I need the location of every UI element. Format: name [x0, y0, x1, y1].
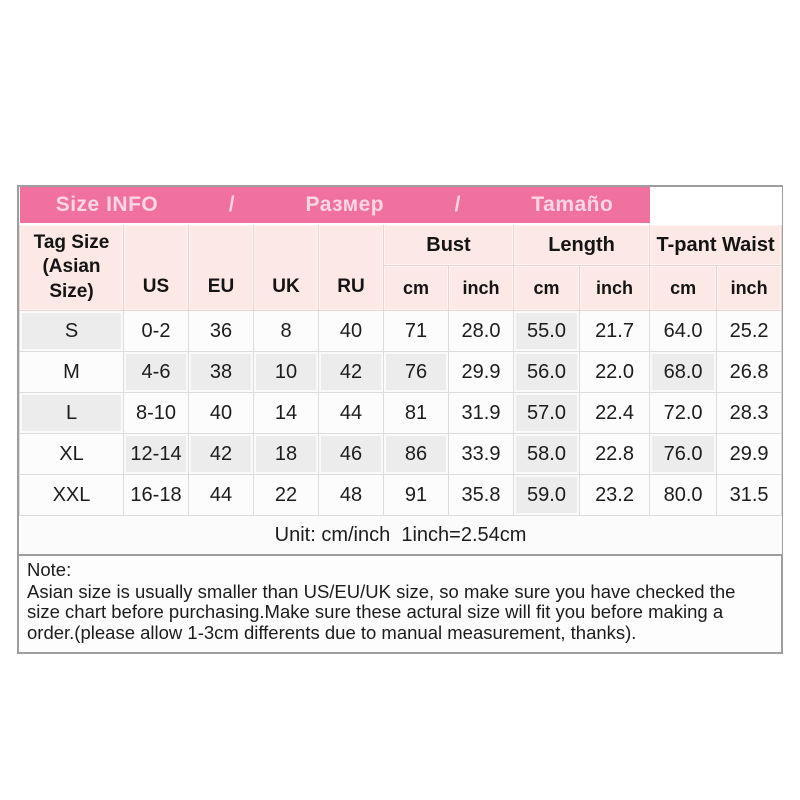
col-header-us: US	[123, 223, 189, 311]
size-tag-cell: L	[19, 392, 124, 434]
value-cell: 33.9	[448, 433, 514, 475]
value-cell: 28.0	[448, 310, 514, 352]
unit-header-waist-cm: cm	[649, 265, 718, 311]
col-header-bust: Bust	[383, 223, 514, 266]
value-cell: 21.7	[578, 310, 651, 352]
value-cell: 40	[188, 392, 254, 434]
value-cell: 29.9	[448, 351, 514, 393]
value-cell: 8	[253, 310, 319, 352]
size-tag-cell: XXL	[19, 474, 124, 516]
value-cell: 46	[318, 433, 384, 475]
value-cell: 80.0	[649, 474, 718, 516]
value-cell: 22	[253, 474, 319, 516]
title-size-info: Size INFO	[55, 193, 159, 216]
title-bar-corner	[649, 187, 782, 225]
value-cell: 18	[253, 433, 319, 475]
table-row: XL 12-14 42 18 46 86 33.9 58.0 22.8 76.0 29.9	[19, 433, 783, 475]
value-cell: 76.0	[649, 433, 718, 475]
value-cell: 28.3	[716, 392, 783, 434]
value-cell: 35.8	[448, 474, 514, 516]
table-row: L 8-10 40 14 44 81 31.9 57.0 22.4 72.0 28.3	[19, 392, 783, 434]
value-cell: 86	[383, 433, 449, 475]
value-cell: 59.0	[513, 474, 580, 516]
size-tag-cell: S	[19, 310, 124, 352]
note-box: Note: Asian size is usually smaller than…	[19, 554, 781, 652]
header-row-groups: Tag Size (Asian Size) US EU UK RU Bust L…	[19, 223, 783, 311]
size-tag-cell: XL	[19, 433, 124, 475]
value-cell: 91	[383, 474, 449, 516]
title-separator-1: /	[228, 193, 236, 216]
value-cell: 57.0	[513, 392, 580, 434]
title-razmer: Размер	[305, 193, 385, 216]
header-row-units: cm inch cm inch cm inch	[20, 265, 783, 311]
size-table-body: S 0-2 36 8 40 71 28.0 55.0 21.7 64.0 25.2 M 4-6 38 10 4…	[19, 310, 783, 516]
value-cell: 48	[318, 474, 384, 516]
unit-header-bust-inch: inch	[448, 265, 514, 311]
col-header-eu: EU	[188, 223, 254, 311]
value-cell: 22.0	[578, 351, 651, 393]
unit-header-waist-inch: inch	[716, 265, 783, 311]
value-cell: 44	[188, 474, 254, 516]
col-header-tag-size: Tag Size (Asian Size)	[19, 223, 124, 311]
table-row: XXL 16-18 44 22 48 91 35.8 59.0 23.2 80.0 31.5	[19, 474, 783, 516]
value-cell: 0-2	[123, 310, 189, 352]
value-cell: 44	[318, 392, 384, 434]
value-cell: 42	[188, 433, 254, 475]
value-cell: 22.4	[578, 392, 651, 434]
value-cell: 58.0	[513, 433, 580, 475]
value-cell: 23.2	[578, 474, 651, 516]
value-cell: 10	[253, 351, 319, 393]
value-cell: 42	[318, 351, 384, 393]
value-cell: 26.8	[716, 351, 783, 393]
table-row: S 0-2 36 8 40 71 28.0 55.0 21.7 64.0 25.2	[19, 310, 783, 352]
value-cell: 38	[188, 351, 254, 393]
col-header-ru: RU	[318, 223, 384, 311]
unit-header-length-inch: inch	[578, 265, 651, 311]
title-bar: Size INFO / Размер / Tamaño	[19, 187, 650, 225]
value-cell: 22.8	[578, 433, 651, 475]
note-body: Asian size is usually smaller than US/EU…	[27, 580, 736, 644]
size-tag-cell: M	[19, 351, 124, 393]
value-cell: 16-18	[123, 474, 189, 516]
value-cell: 68.0	[649, 351, 718, 393]
col-header-tpant-waist: T-pant Waist	[649, 223, 783, 266]
col-header-length: Length	[512, 223, 651, 266]
title-separator-2: /	[454, 193, 461, 216]
value-cell: 14	[253, 392, 319, 434]
value-cell: 71	[383, 310, 449, 352]
value-cell: 36	[188, 310, 254, 352]
title-tamano: Tamaño	[531, 193, 614, 216]
table-row: M 4-6 38 10 42 76 29.9 56.0 22.0 68.0 26.8	[19, 351, 783, 393]
value-cell: 31.9	[448, 392, 514, 434]
value-cell: 29.9	[716, 433, 783, 475]
value-cell: 4-6	[123, 351, 189, 393]
value-cell: 55.0	[513, 310, 580, 352]
value-cell: 12-14	[123, 433, 189, 475]
note-title: Note:	[27, 559, 72, 580]
value-cell: 81	[383, 392, 449, 434]
value-cell: 76	[383, 351, 449, 393]
value-cell: 64.0	[649, 310, 718, 352]
value-cell: 25.2	[716, 310, 783, 352]
value-cell: 40	[318, 310, 384, 352]
size-chart-sheet: Size INFO / Размер / Tamaño Tag Size (As…	[17, 185, 783, 654]
unit-header-length-cm: cm	[513, 265, 580, 311]
value-cell: 72.0	[649, 392, 718, 434]
col-header-uk: UK	[253, 223, 319, 311]
value-cell: 8-10	[123, 392, 189, 434]
title-bar-row: Size INFO / Размер / Tamaño	[19, 187, 782, 225]
unit-note: Unit: cm/inch 1inch=2.54cm	[19, 515, 782, 554]
value-cell: 31.5	[716, 474, 783, 516]
unit-note-row: Unit: cm/inch 1inch=2.54cm	[19, 515, 782, 554]
size-chart-table: Size INFO / Размер / Tamaño Tag Size (As…	[19, 187, 783, 554]
value-cell: 56.0	[513, 351, 580, 393]
unit-header-bust-cm: cm	[383, 265, 449, 311]
